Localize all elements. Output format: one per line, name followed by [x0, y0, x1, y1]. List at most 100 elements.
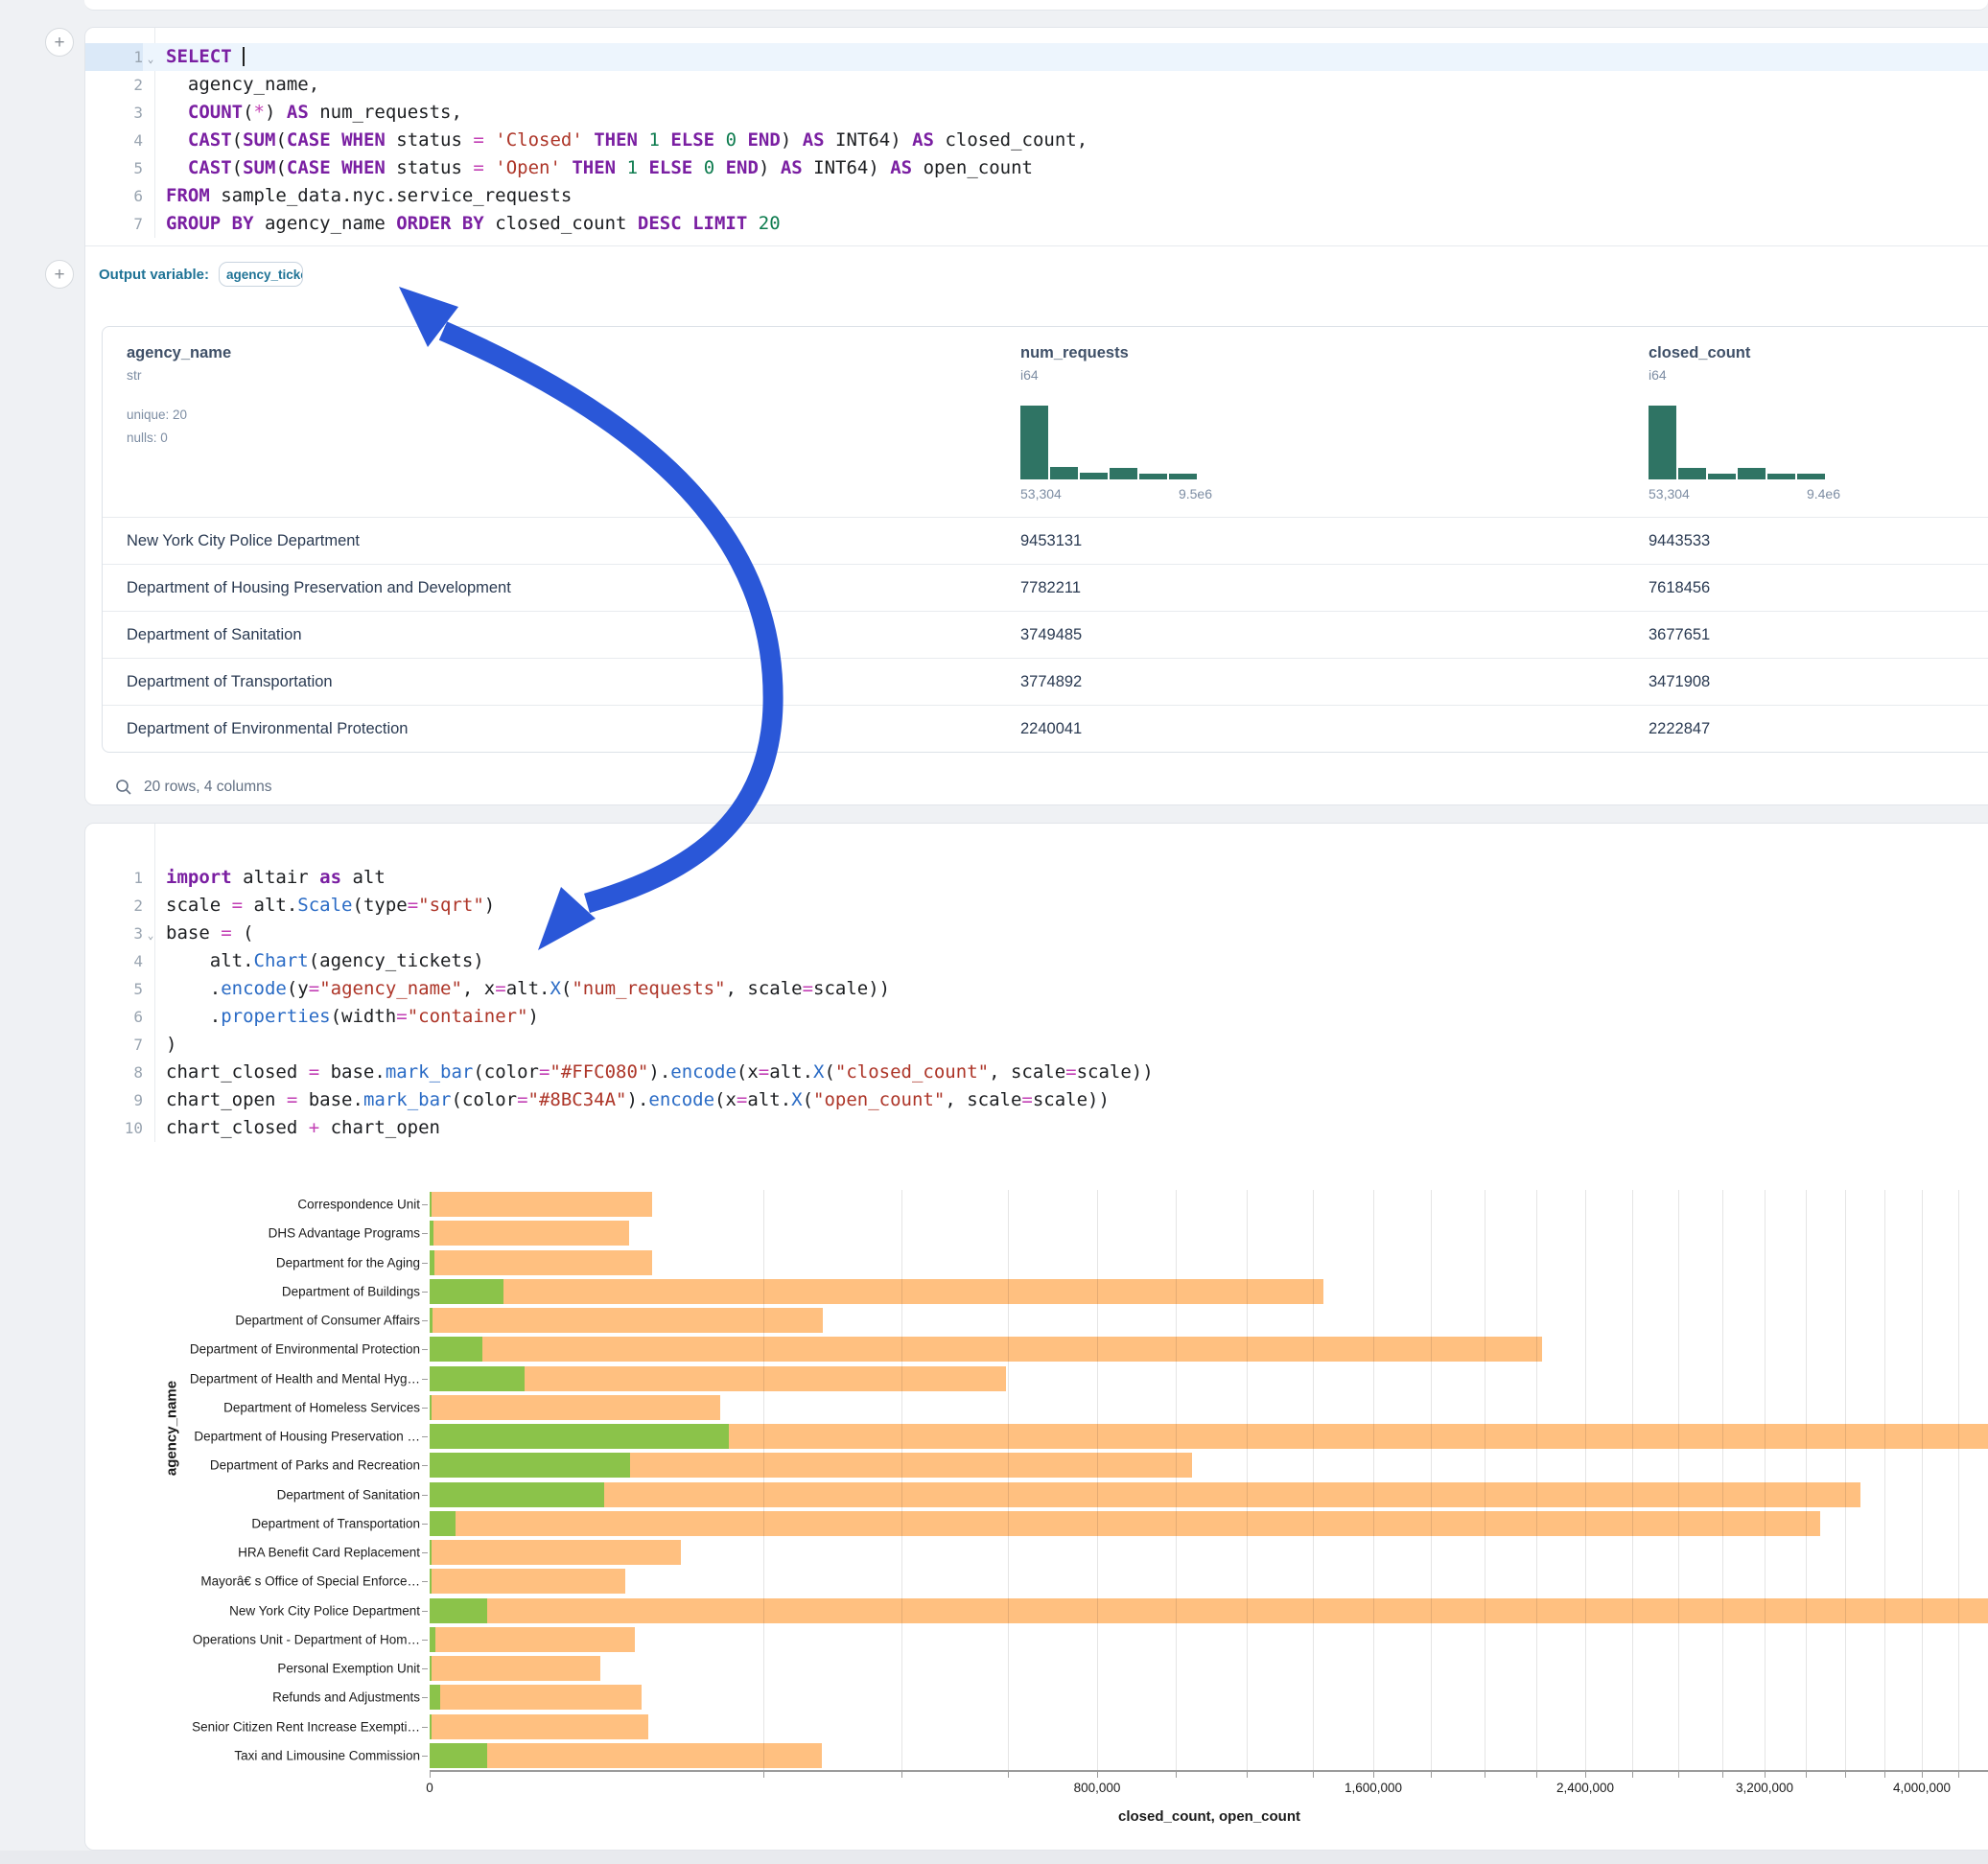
code-line[interactable]: 10 chart_closed + chart_open — [85, 1114, 1988, 1142]
collapse-chevron-icon[interactable]: ⌄ — [147, 53, 154, 65]
code-line[interactable]: 8 chart_closed = base.mark_bar(color="#F… — [85, 1059, 1988, 1086]
python-code-editor[interactable]: 1 import altair as alt 2 scale = alt.Scal… — [85, 824, 1988, 1142]
open_count-bar[interactable] — [430, 1540, 432, 1565]
closed_count-bar[interactable] — [430, 1337, 1542, 1362]
code-line[interactable]: 7 ) — [85, 1031, 1988, 1059]
column-header-closed-count[interactable]: closed_count — [1649, 344, 1751, 361]
open_count-bar[interactable] — [430, 1366, 525, 1391]
collapse-chevron-icon[interactable]: ⌄ — [147, 929, 154, 942]
closed_count-bar[interactable] — [430, 1366, 1006, 1391]
table-cell: 3749485 — [1020, 626, 1083, 643]
open_count-bar[interactable] — [430, 1424, 729, 1449]
code-line[interactable]: 1 import altair as alt — [85, 864, 1988, 892]
add-cell-button-middle[interactable]: + — [45, 260, 74, 289]
closed_count-bar[interactable] — [430, 1395, 720, 1420]
code-line[interactable]: 2 scale = alt.Scale(type="sqrt") — [85, 892, 1988, 920]
code-line[interactable]: 5 .encode(y="agency_name", x=alt.X("num_… — [85, 975, 1988, 1003]
sql-code-editor[interactable]: 1 ⌄ SELECT 2 agency_name, 3 COUNT(*) AS num… — [85, 28, 1988, 238]
closed_count-bar[interactable] — [430, 1714, 648, 1739]
y-tick-label[interactable]: Department of Sanitation — [276, 1487, 420, 1503]
open_count-bar[interactable] — [430, 1598, 487, 1623]
open_count-bar[interactable] — [430, 1279, 503, 1304]
closed_count-bar[interactable] — [430, 1221, 629, 1246]
open_count-bar[interactable] — [430, 1453, 630, 1478]
open_count-bar[interactable] — [430, 1569, 432, 1594]
code-line[interactable]: 2 agency_name, — [85, 71, 1988, 99]
y-tick-label[interactable]: Department of Transportation — [251, 1516, 420, 1531]
y-tick-label[interactable]: Department of Housing Preservation … — [194, 1429, 420, 1444]
code-line[interactable]: 1 ⌄ SELECT — [85, 43, 1988, 71]
y-tick-label[interactable]: HRA Benefit Card Replacement — [238, 1545, 420, 1560]
open_count-bar[interactable] — [430, 1395, 432, 1420]
open_count-bar[interactable] — [430, 1714, 432, 1739]
closed_count-bar[interactable] — [430, 1192, 652, 1217]
closed_count-bar[interactable] — [430, 1569, 625, 1594]
add-cell-button-top[interactable]: + — [45, 28, 74, 57]
open_count-bar[interactable] — [430, 1685, 440, 1710]
open_count-bar[interactable] — [430, 1337, 482, 1362]
closed_count-bar[interactable] — [430, 1598, 1988, 1623]
line-number: 1 — [85, 43, 143, 71]
closed_count-bar[interactable] — [430, 1308, 823, 1333]
code-line[interactable]: 6 FROM sample_data.nyc.service_requests — [85, 182, 1988, 210]
table-row[interactable]: Department of Housing Preservation and D… — [103, 564, 1988, 611]
y-tick-label[interactable]: Mayorâ€ s Office of Special Enforce… — [200, 1573, 420, 1589]
closed_count-bar[interactable] — [430, 1627, 635, 1652]
open_count-bar[interactable] — [430, 1627, 435, 1652]
open_count-bar[interactable] — [430, 1221, 433, 1246]
y-tick-label[interactable]: Department of Health and Mental Hyg… — [189, 1371, 420, 1386]
code-line[interactable]: 3 ⌄ base = ( — [85, 920, 1988, 947]
y-tick-label[interactable]: Personal Exemption Unit — [277, 1661, 420, 1676]
y-tick-label[interactable]: Correspondence Unit — [297, 1197, 420, 1212]
num-requests-histogram[interactable] — [1020, 406, 1203, 479]
output-variable-input[interactable]: agency_tickets — [219, 262, 304, 287]
open_count-bar[interactable] — [430, 1656, 432, 1681]
y-tick-label[interactable]: Department of Consumer Affairs — [235, 1313, 420, 1328]
open_count-bar[interactable] — [430, 1250, 434, 1275]
closed_count-bar[interactable] — [430, 1685, 642, 1710]
table-row[interactable]: New York City Police Department 9453131 94… — [103, 518, 1988, 564]
code-line[interactable]: 4 CAST(SUM(CASE WHEN status = 'Closed' T… — [85, 127, 1988, 154]
closed_count-bar[interactable] — [430, 1250, 652, 1275]
column-header-agency-name[interactable]: agency_name — [127, 344, 232, 361]
y-tick-label[interactable]: Department of Environmental Protection — [189, 1341, 420, 1357]
open_count-bar[interactable] — [430, 1482, 604, 1507]
y-tick-label[interactable]: DHS Advantage Programs — [268, 1225, 420, 1241]
open_count-bar[interactable] — [430, 1308, 433, 1333]
chart-plot-area[interactable] — [430, 1190, 1988, 1770]
y-tick-label[interactable]: Department of Homeless Services — [223, 1400, 420, 1415]
closed_count-bar[interactable] — [430, 1511, 1820, 1536]
y-tick-label[interactable]: Department for the Aging — [275, 1255, 420, 1270]
code-line[interactable]: 3 COUNT(*) AS num_requests, — [85, 99, 1988, 127]
table-row[interactable]: Department of Sanitation 3749485 3677651 — [103, 611, 1988, 658]
open_count-bar[interactable] — [430, 1511, 456, 1536]
y-tick-label[interactable]: Refunds and Adjustments — [272, 1689, 420, 1705]
closed_count-bar[interactable] — [430, 1540, 681, 1565]
code-line[interactable]: 6 .properties(width="container") — [85, 1003, 1988, 1031]
code-line[interactable]: 5 CAST(SUM(CASE WHEN status = 'Open' THE… — [85, 154, 1988, 182]
closed_count-bar[interactable] — [430, 1482, 1860, 1507]
y-tick-label[interactable]: Department of Buildings — [281, 1284, 420, 1299]
gutter-spacer — [143, 977, 158, 1005]
y-tick-label[interactable]: Taxi and Limousine Commission — [234, 1748, 420, 1763]
closed_count-bar[interactable] — [430, 1743, 822, 1768]
y-tick-label[interactable]: New York City Police Department — [229, 1603, 420, 1619]
code-line[interactable]: 7 GROUP BY agency_name ORDER BY closed_c… — [85, 210, 1988, 238]
y-tick-label[interactable]: Department of Parks and Recreation — [209, 1457, 420, 1473]
y-tick-label[interactable]: Operations Unit - Department of Hom… — [192, 1632, 420, 1647]
y-tick-label[interactable]: Senior Citizen Rent Increase Exempti… — [192, 1719, 420, 1735]
closed_count-bar[interactable] — [430, 1656, 600, 1681]
search-icon[interactable] — [115, 779, 132, 796]
table-row[interactable]: Department of Environmental Protection 22… — [103, 705, 1988, 752]
closed_count-bar[interactable] — [430, 1279, 1323, 1304]
table-cell: New York City Police Department — [127, 532, 361, 549]
column-header-num-requests[interactable]: num_requests — [1020, 344, 1129, 361]
closed-count-histogram[interactable] — [1649, 406, 1831, 479]
open_count-bar[interactable] — [430, 1192, 432, 1217]
table-row[interactable]: Department of Transportation 3774892 34719… — [103, 658, 1988, 705]
open_count-bar[interactable] — [430, 1743, 487, 1768]
x-tick — [1536, 1772, 1537, 1778]
code-line[interactable]: 9 chart_open = base.mark_bar(color="#8BC… — [85, 1086, 1988, 1114]
code-line[interactable]: 4 alt.Chart(agency_tickets) — [85, 947, 1988, 975]
x-tick — [1247, 1772, 1248, 1778]
